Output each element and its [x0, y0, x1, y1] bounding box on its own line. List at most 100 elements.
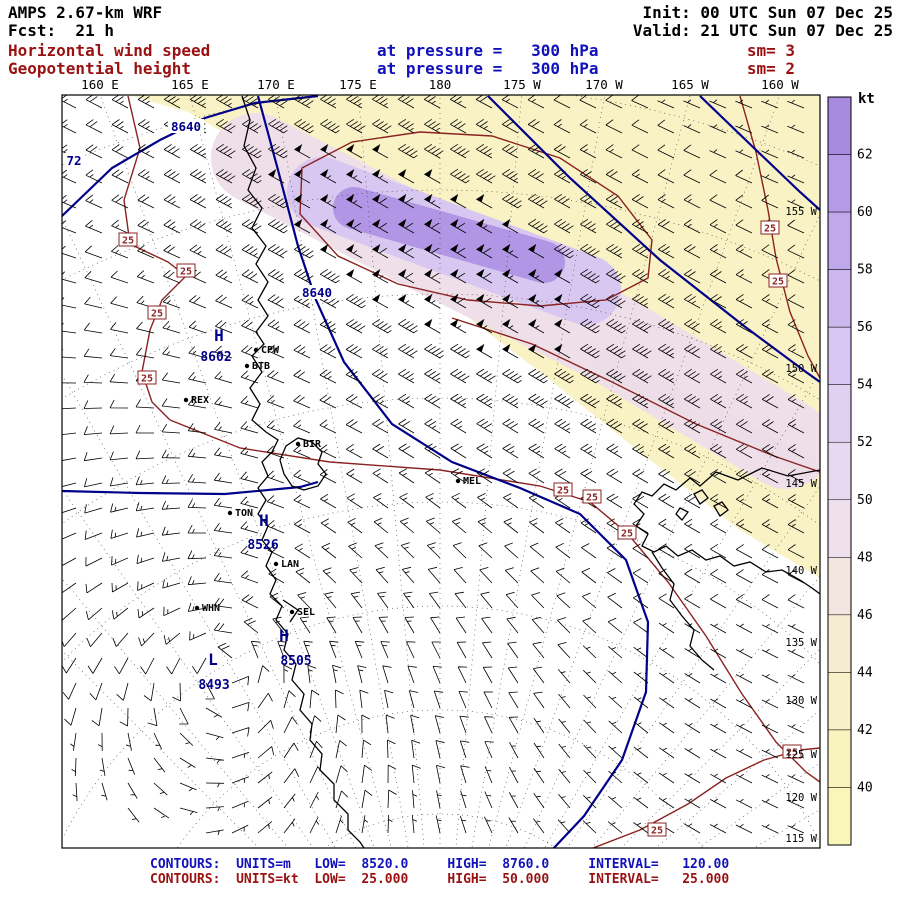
field2-level: at pressure = 300 hPa — [377, 59, 599, 78]
longitude-label-right: 145 W — [785, 478, 817, 490]
station-dot — [289, 609, 295, 615]
wind-contour-label-box — [760, 220, 780, 235]
station-dot — [244, 363, 250, 369]
pressure-extreme-value: 8526 — [247, 538, 278, 553]
colorbar-tick: 42 — [857, 723, 873, 738]
field1-level: at pressure = 300 hPa — [377, 41, 599, 60]
svg-text:25: 25 — [786, 748, 798, 759]
init-time: Init: 00 UTC Sun 07 Dec 25 — [642, 3, 893, 22]
longitude-label-top: 180 — [429, 77, 452, 92]
pressure-extreme-value: 8505 — [280, 654, 311, 669]
station-dot — [253, 347, 259, 353]
coastline — [241, 95, 820, 848]
field1-name: Horizontal wind speed — [8, 41, 211, 60]
forecast-hour: Fcst: 21 h — [8, 21, 114, 40]
longitude-label-top: 160 W — [761, 77, 799, 92]
colorbar-tick: 40 — [857, 780, 873, 795]
wind-contour-label-box — [768, 273, 788, 288]
map-frame — [61, 94, 821, 849]
map-interior: 25 25 25 25 25 25 25 25 25 25 25 8640 8640 72 H 8602 H 85… — [62, 95, 820, 848]
longitude-label-right: 135 W — [785, 637, 817, 649]
pressure-extreme-symbol: L — [208, 650, 218, 669]
height-contours — [62, 95, 820, 848]
wind-contour-label-box — [176, 263, 196, 278]
svg-text:25: 25 — [651, 826, 663, 837]
longitude-label-top: 170 W — [585, 77, 623, 92]
colorbar-tick: 46 — [857, 608, 873, 623]
svg-text:25: 25 — [772, 277, 784, 288]
colorbar-tick: 62 — [857, 148, 873, 163]
field2-name: Geopotential height — [8, 59, 192, 78]
station-dot — [273, 561, 279, 567]
longitude-label-right: 155 W — [785, 206, 817, 218]
model-title: AMPS 2.67-km WRF — [8, 3, 163, 22]
longitude-label-right: 150 W — [785, 363, 817, 375]
station-label: WHN — [202, 603, 220, 614]
contour-legend-height: CONTOURS: UNITS=m LOW= 8520.0 HIGH= 8760… — [150, 857, 730, 872]
colorbar-tick: 58 — [857, 263, 873, 278]
station-label: TON — [235, 508, 253, 519]
axis-labels: 160 E 165 E 170 E 175 E 180 175 W 170 W 165 W 16… — [81, 77, 817, 845]
colorbar-tick: 48 — [857, 550, 873, 565]
graticule — [62, 95, 820, 848]
colorbar-units: kt — [858, 91, 875, 107]
pressure-extreme-value: 8602 — [200, 350, 231, 365]
colorbar-tick: 52 — [857, 435, 873, 450]
longitude-label-right: 125 W — [785, 749, 817, 761]
longitude-label-top: 160 E — [81, 77, 119, 92]
station-dot — [194, 605, 200, 611]
colorbar-tick: 60 — [857, 205, 873, 220]
station-label: MEL — [463, 476, 481, 487]
svg-text:25: 25 — [180, 267, 192, 278]
svg-text:25: 25 — [122, 236, 134, 247]
valid-time: Valid: 21 UTC Sun 07 Dec 25 — [632, 21, 893, 40]
station-dot — [455, 478, 461, 484]
station-label: BIR — [303, 439, 322, 450]
wind-contour-label-box — [582, 489, 602, 504]
wind-contour-label-box — [617, 525, 637, 540]
colorbar: kt 62 60 58 56 54 52 50 48 46 44 42 40 — [827, 91, 875, 846]
height-contour-label: 8640 — [302, 285, 332, 300]
field2-smoothing: sm= 2 — [746, 59, 795, 78]
svg-text:25: 25 — [557, 486, 569, 497]
wind-contour-label-box — [782, 744, 802, 759]
svg-text:25: 25 — [141, 374, 153, 385]
wind-contour-label-box — [147, 305, 167, 320]
colorbar-tick: 56 — [857, 320, 873, 335]
contour-legend-wind: CONTOURS: UNITS=kt LOW= 25.000 HIGH= 50.… — [150, 872, 730, 887]
colorbar-tick: 50 — [857, 493, 873, 508]
svg-text:25: 25 — [621, 529, 633, 540]
longitude-label-right: 140 W — [785, 565, 817, 577]
wind-contour-label-box — [137, 370, 157, 385]
station-dot — [227, 510, 233, 516]
height-contour-label: 8640 — [171, 119, 201, 134]
wind-contour-label-box — [118, 232, 138, 247]
longitude-label-top: 165 E — [171, 77, 209, 92]
pressure-extreme-symbol: H — [259, 511, 269, 530]
station-label: CPW — [261, 345, 280, 356]
longitude-label-top: 165 W — [671, 77, 709, 92]
svg-text:25: 25 — [151, 309, 163, 320]
svg-text:25: 25 — [586, 493, 598, 504]
colorbar-tick: 44 — [857, 665, 873, 680]
field1-smoothing: sm= 3 — [746, 41, 795, 60]
wind-barbs — [62, 95, 805, 836]
longitude-label-top: 170 E — [257, 77, 295, 92]
station-label: BTB — [252, 361, 270, 372]
map-labels: 25 25 25 25 25 25 25 25 25 25 25 8640 8640 72 H 8602 H 85… — [63, 119, 802, 837]
pressure-extreme-symbol: H — [214, 326, 224, 345]
longitude-label-right: 115 W — [785, 833, 817, 845]
height-contour-label: 72 — [66, 153, 81, 168]
svg-text:25: 25 — [764, 224, 776, 235]
station-dot — [183, 397, 189, 403]
station-label: REX — [191, 395, 209, 406]
station-label: SEL — [297, 607, 315, 618]
pressure-extreme-value: 8493 — [198, 678, 229, 693]
colorbar-tick: 54 — [857, 378, 873, 393]
longitude-label-top: 175 E — [339, 77, 377, 92]
longitude-label-right: 130 W — [785, 695, 817, 707]
longitude-label-right: 120 W — [785, 792, 817, 804]
pressure-extreme-symbol: H — [279, 626, 289, 645]
station-label: LAN — [281, 559, 299, 570]
